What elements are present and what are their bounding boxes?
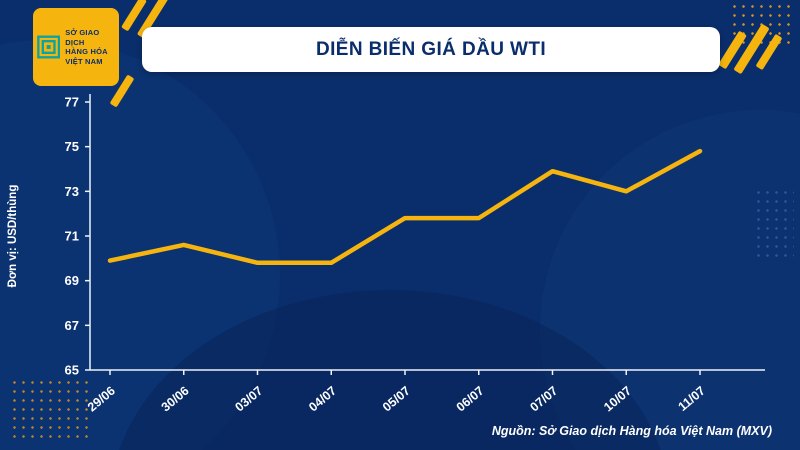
source-credit: Nguồn: Sở Giao dịch Hàng hóa Việt Nam (M… xyxy=(491,424,772,438)
x-tick-label: 03/07 xyxy=(232,384,265,415)
chart-title: DIỄN BIẾN GIÁ DẦU WTI xyxy=(315,38,547,60)
logo-line-3: VIỆT NAM xyxy=(65,56,103,66)
logo-line-2: HÀNG HÓA xyxy=(65,47,108,56)
mxv-logo-icon xyxy=(37,35,61,59)
x-tick-label: 04/07 xyxy=(306,384,339,415)
x-tick-label: 29/06 xyxy=(85,384,118,415)
x-tick-label: 10/07 xyxy=(601,384,634,415)
y-tick-label: 73 xyxy=(65,184,79,199)
y-axis-title: Đơn vị: USD/thùng xyxy=(7,185,19,288)
mxv-logo: SỞ GIAO DỊCH HÀNG HÓA VIỆT NAM xyxy=(33,8,119,86)
x-tick-label: 30/06 xyxy=(159,384,192,415)
dot-pattern-bottom-left xyxy=(10,378,90,440)
y-tick-label: 69 xyxy=(65,273,79,288)
price-line xyxy=(107,148,703,266)
y-tick-label: 75 xyxy=(65,139,79,154)
title-banner: DIỄN BIẾN GIÁ DẦU WTI xyxy=(142,27,720,72)
x-tick-label: 11/07 xyxy=(675,384,707,414)
y-tick-label: 67 xyxy=(65,318,79,333)
y-tick-label: 77 xyxy=(65,95,79,110)
mxv-logo-text: SỞ GIAO DỊCH HÀNG HÓA VIỆT NAM xyxy=(65,28,115,66)
x-tick-label: 07/07 xyxy=(527,384,560,415)
x-tick-label: 05/07 xyxy=(380,384,413,415)
logo-line-1: SỞ GIAO DỊCH xyxy=(65,28,100,47)
y-tick-label: 65 xyxy=(65,363,79,378)
x-tick-label: 06/07 xyxy=(454,384,487,415)
dot-pattern-right-middle xyxy=(754,188,794,260)
y-tick-label: 71 xyxy=(65,229,79,244)
